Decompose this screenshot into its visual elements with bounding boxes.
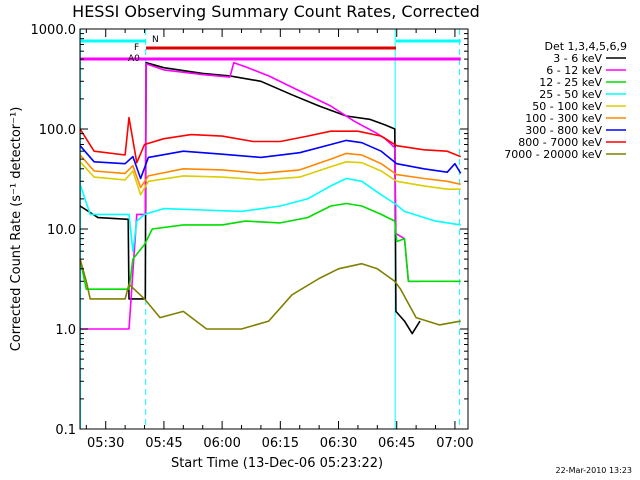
legend-label: 3 - 6 keV <box>553 52 602 65</box>
timestamp-footer: 22-Mar-2010 13:23 <box>556 466 633 475</box>
y-axis-label: Corrected Count Rate (s⁻¹ detector⁻¹) <box>9 107 24 352</box>
y-tick-label: 1.0 <box>55 323 76 338</box>
series-line-7 <box>79 116 461 164</box>
y-tick-label: 0.1 <box>55 423 76 438</box>
legend-label: 100 - 300 keV <box>525 112 602 125</box>
x-tick-label: 05:45 <box>145 436 182 451</box>
series-line-2 <box>79 202 461 291</box>
legend-label: 25 - 50 keV <box>539 88 602 101</box>
y-tick-label: 100.0 <box>39 123 76 138</box>
marker-label-f: F <box>134 43 139 53</box>
x-axis-label: Start Time (13-Dec-06 05:23:22) <box>171 456 383 471</box>
plot-frame <box>79 28 469 430</box>
legend-title: Det 1,3,4,5,6,9 <box>544 40 627 53</box>
y-tick-label: 10.0 <box>47 223 76 238</box>
series-line-1 <box>80 61 420 330</box>
chart-title: HESSI Observing Summary Count Rates, Cor… <box>72 2 480 21</box>
legend-label: 300 - 800 keV <box>525 124 602 137</box>
series-line-3 <box>79 177 461 252</box>
x-tick-label: 06:45 <box>378 436 415 451</box>
x-tick-label: 07:00 <box>436 436 473 451</box>
legend-label: 7000 - 20000 keV <box>504 148 602 161</box>
series-line-5 <box>79 152 461 189</box>
x-tick-label: 06:30 <box>320 436 357 451</box>
legend-label: 12 - 25 keV <box>539 76 602 89</box>
x-tick-label: 06:00 <box>203 436 240 451</box>
series-line-8 <box>79 258 461 330</box>
x-tick-label: 05:30 <box>87 436 124 451</box>
legend-label: 800 - 7000 keV <box>518 136 602 149</box>
series-line-6 <box>79 139 462 180</box>
series-line-4 <box>79 161 461 196</box>
marker-label-n: N <box>152 35 159 45</box>
legend-label: 50 - 100 keV <box>532 100 602 113</box>
legend-label: 6 - 12 keV <box>546 64 602 77</box>
y-tick-label: 1000.0 <box>31 23 77 38</box>
marker-label-a0: A0 <box>128 54 140 64</box>
x-tick-label: 06:15 <box>262 436 299 451</box>
series-line-0 <box>79 61 421 335</box>
